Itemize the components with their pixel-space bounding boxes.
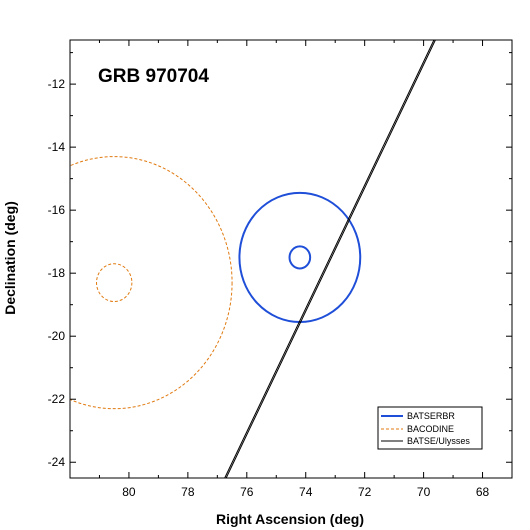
y-tick-label: -16 <box>48 203 66 217</box>
y-tick-label: -22 <box>48 392 66 406</box>
legend: BATSERBR BACODINE BATSE/Ulysses <box>377 406 483 450</box>
bacodine-circle-0 <box>70 156 233 410</box>
x-tick-label: 76 <box>240 485 254 499</box>
x-tick-label: 74 <box>299 485 313 499</box>
batse-ulysses-line-0 <box>224 40 435 478</box>
legend-label-batse-rbr: BATSERBR <box>407 411 455 421</box>
y-tick-label: -12 <box>48 77 66 91</box>
y-tick-label: -20 <box>48 329 66 343</box>
x-tick-label: 80 <box>122 485 136 499</box>
x-axis-ticks: 80 78 76 74 72 70 68 <box>69 40 513 499</box>
x-tick-label: 70 <box>417 485 431 499</box>
batse-rbr-circle-0 <box>238 191 362 324</box>
plot-layer <box>70 40 436 478</box>
legend-box <box>377 406 483 450</box>
legend-label-batse-ulysses: BATSE/Ulysses <box>407 436 470 446</box>
batse-rbr-circle-1 <box>288 245 312 270</box>
y-axis-title: Declination (deg) <box>2 201 18 315</box>
x-tick-label: 78 <box>181 485 195 499</box>
y-tick-label: -14 <box>48 140 66 154</box>
bacodine-circle-1 <box>96 263 133 303</box>
chart-title: GRB 970704 <box>98 66 209 87</box>
y-tick-label: -24 <box>48 455 66 469</box>
x-axis-title: Right Ascension (deg) <box>216 511 364 527</box>
y-tick-label: -18 <box>48 266 66 280</box>
legend-label-bacodine: BACODINE <box>407 424 454 434</box>
batse-ulysses-line-1 <box>225 40 436 478</box>
x-tick-label: 72 <box>358 485 372 499</box>
x-tick-label: 68 <box>476 485 490 499</box>
y-axis-ticks: -12 -14 -16 -18 -20 -22 -24 <box>48 52 512 469</box>
